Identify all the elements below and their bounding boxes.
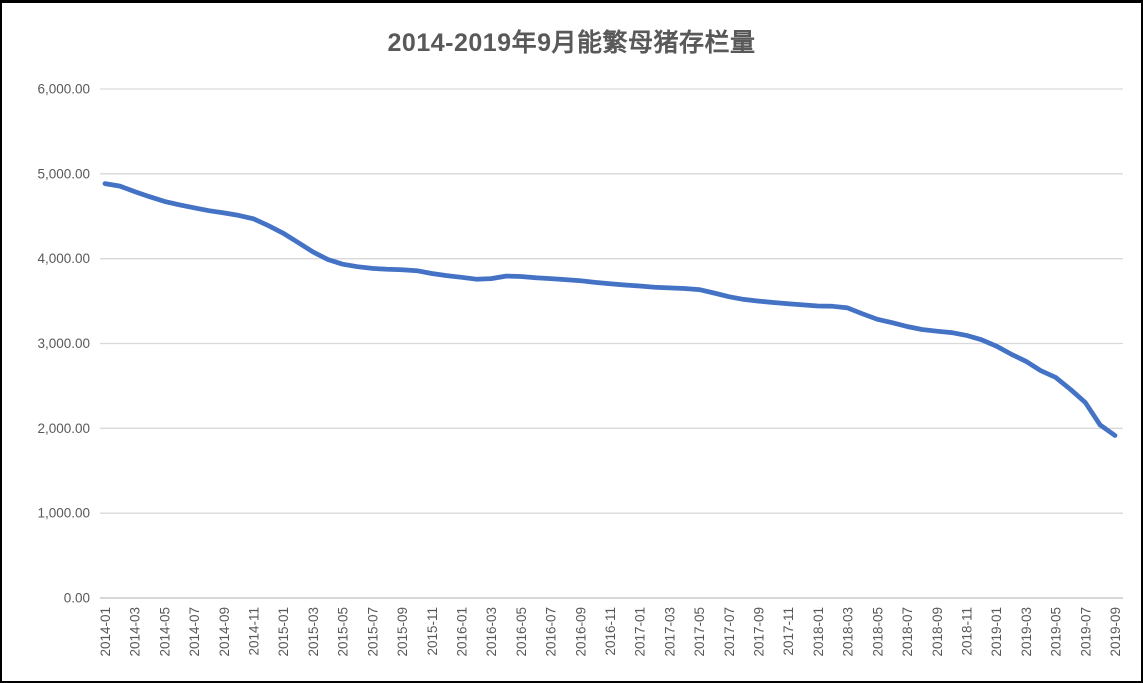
x-axis-tick-label: 2019-01 [989,607,1004,657]
x-axis-tick-label: 2014-09 [217,607,232,657]
x-axis-tick-label: 2019-07 [1078,607,1093,657]
x-axis-tick-label: 2015-07 [365,607,380,657]
x-axis-tick-label: 2017-05 [692,607,707,657]
x-axis-tick-label: 2015-01 [276,607,291,657]
x-axis-tick-label: 2014-05 [157,607,172,657]
x-axis-tick-label: 2018-07 [900,607,915,657]
y-axis-tick-label: 4,000.00 [37,251,90,266]
x-axis-tick-label: 2019-05 [1049,607,1064,657]
x-axis-tick-label: 2018-01 [811,607,826,657]
x-axis-tick-label: 2016-03 [484,607,499,657]
x-axis-tick-label: 2015-05 [336,607,351,657]
x-axis-tick-label: 2017-03 [662,607,677,657]
x-axis-tick-label: 2016-01 [454,607,469,657]
x-axis-tick-label: 2018-03 [841,607,856,657]
x-axis-tick-label: 2016-05 [514,607,529,657]
line-chart-svg: 0.00 1,000.00 2,000.00 3,000.00 4,000.00 5,00… [37,82,1123,657]
x-axis-tick-label: 2014-11 [247,607,262,656]
x-axis-tick-label: 2017-11 [781,607,796,656]
x-axis-tick-label: 2018-11 [959,607,974,656]
x-axis-tick-label: 2019-09 [1108,607,1123,657]
x-axis-tick-label: 2019-03 [1019,607,1034,657]
y-axis-tick-label: 3,000.00 [37,336,90,351]
x-axis-tick-label: 2017-01 [633,607,648,657]
x-axis-tick-label: 2016-07 [544,607,559,657]
x-axis-tick-label: 2016-09 [573,607,588,657]
y-axis-tick-label: 0.00 [64,591,90,606]
x-axis-tick-label: 2014-03 [128,607,143,657]
x-axis-tick-label: 2016-11 [603,607,618,656]
x-axis-tick-label: 2015-03 [306,607,321,657]
x-axis-tick-label: 2017-07 [722,607,737,657]
x-axis-tick-label: 2015-09 [395,607,410,657]
chart-title: 2014-2019年9月能繁母猪存栏量 [387,29,756,57]
x-axis-tick-label: 2018-09 [930,607,945,657]
y-axis-tick-label: 6,000.00 [37,82,90,97]
y-axis-tick-label: 2,000.00 [37,421,90,436]
y-axis-tick-label: 1,000.00 [37,506,90,521]
x-axis-tick-label: 2017-09 [752,607,767,657]
x-axis-tick-label: 2014-01 [98,607,113,657]
x-axis-tick-label: 2018-05 [870,607,885,657]
x-axis-tick-label: 2014-07 [187,607,202,657]
series-line [102,181,1118,438]
y-axis-tick-label: 5,000.00 [37,166,90,181]
x-axis-tick-label: 2015-11 [425,607,440,656]
